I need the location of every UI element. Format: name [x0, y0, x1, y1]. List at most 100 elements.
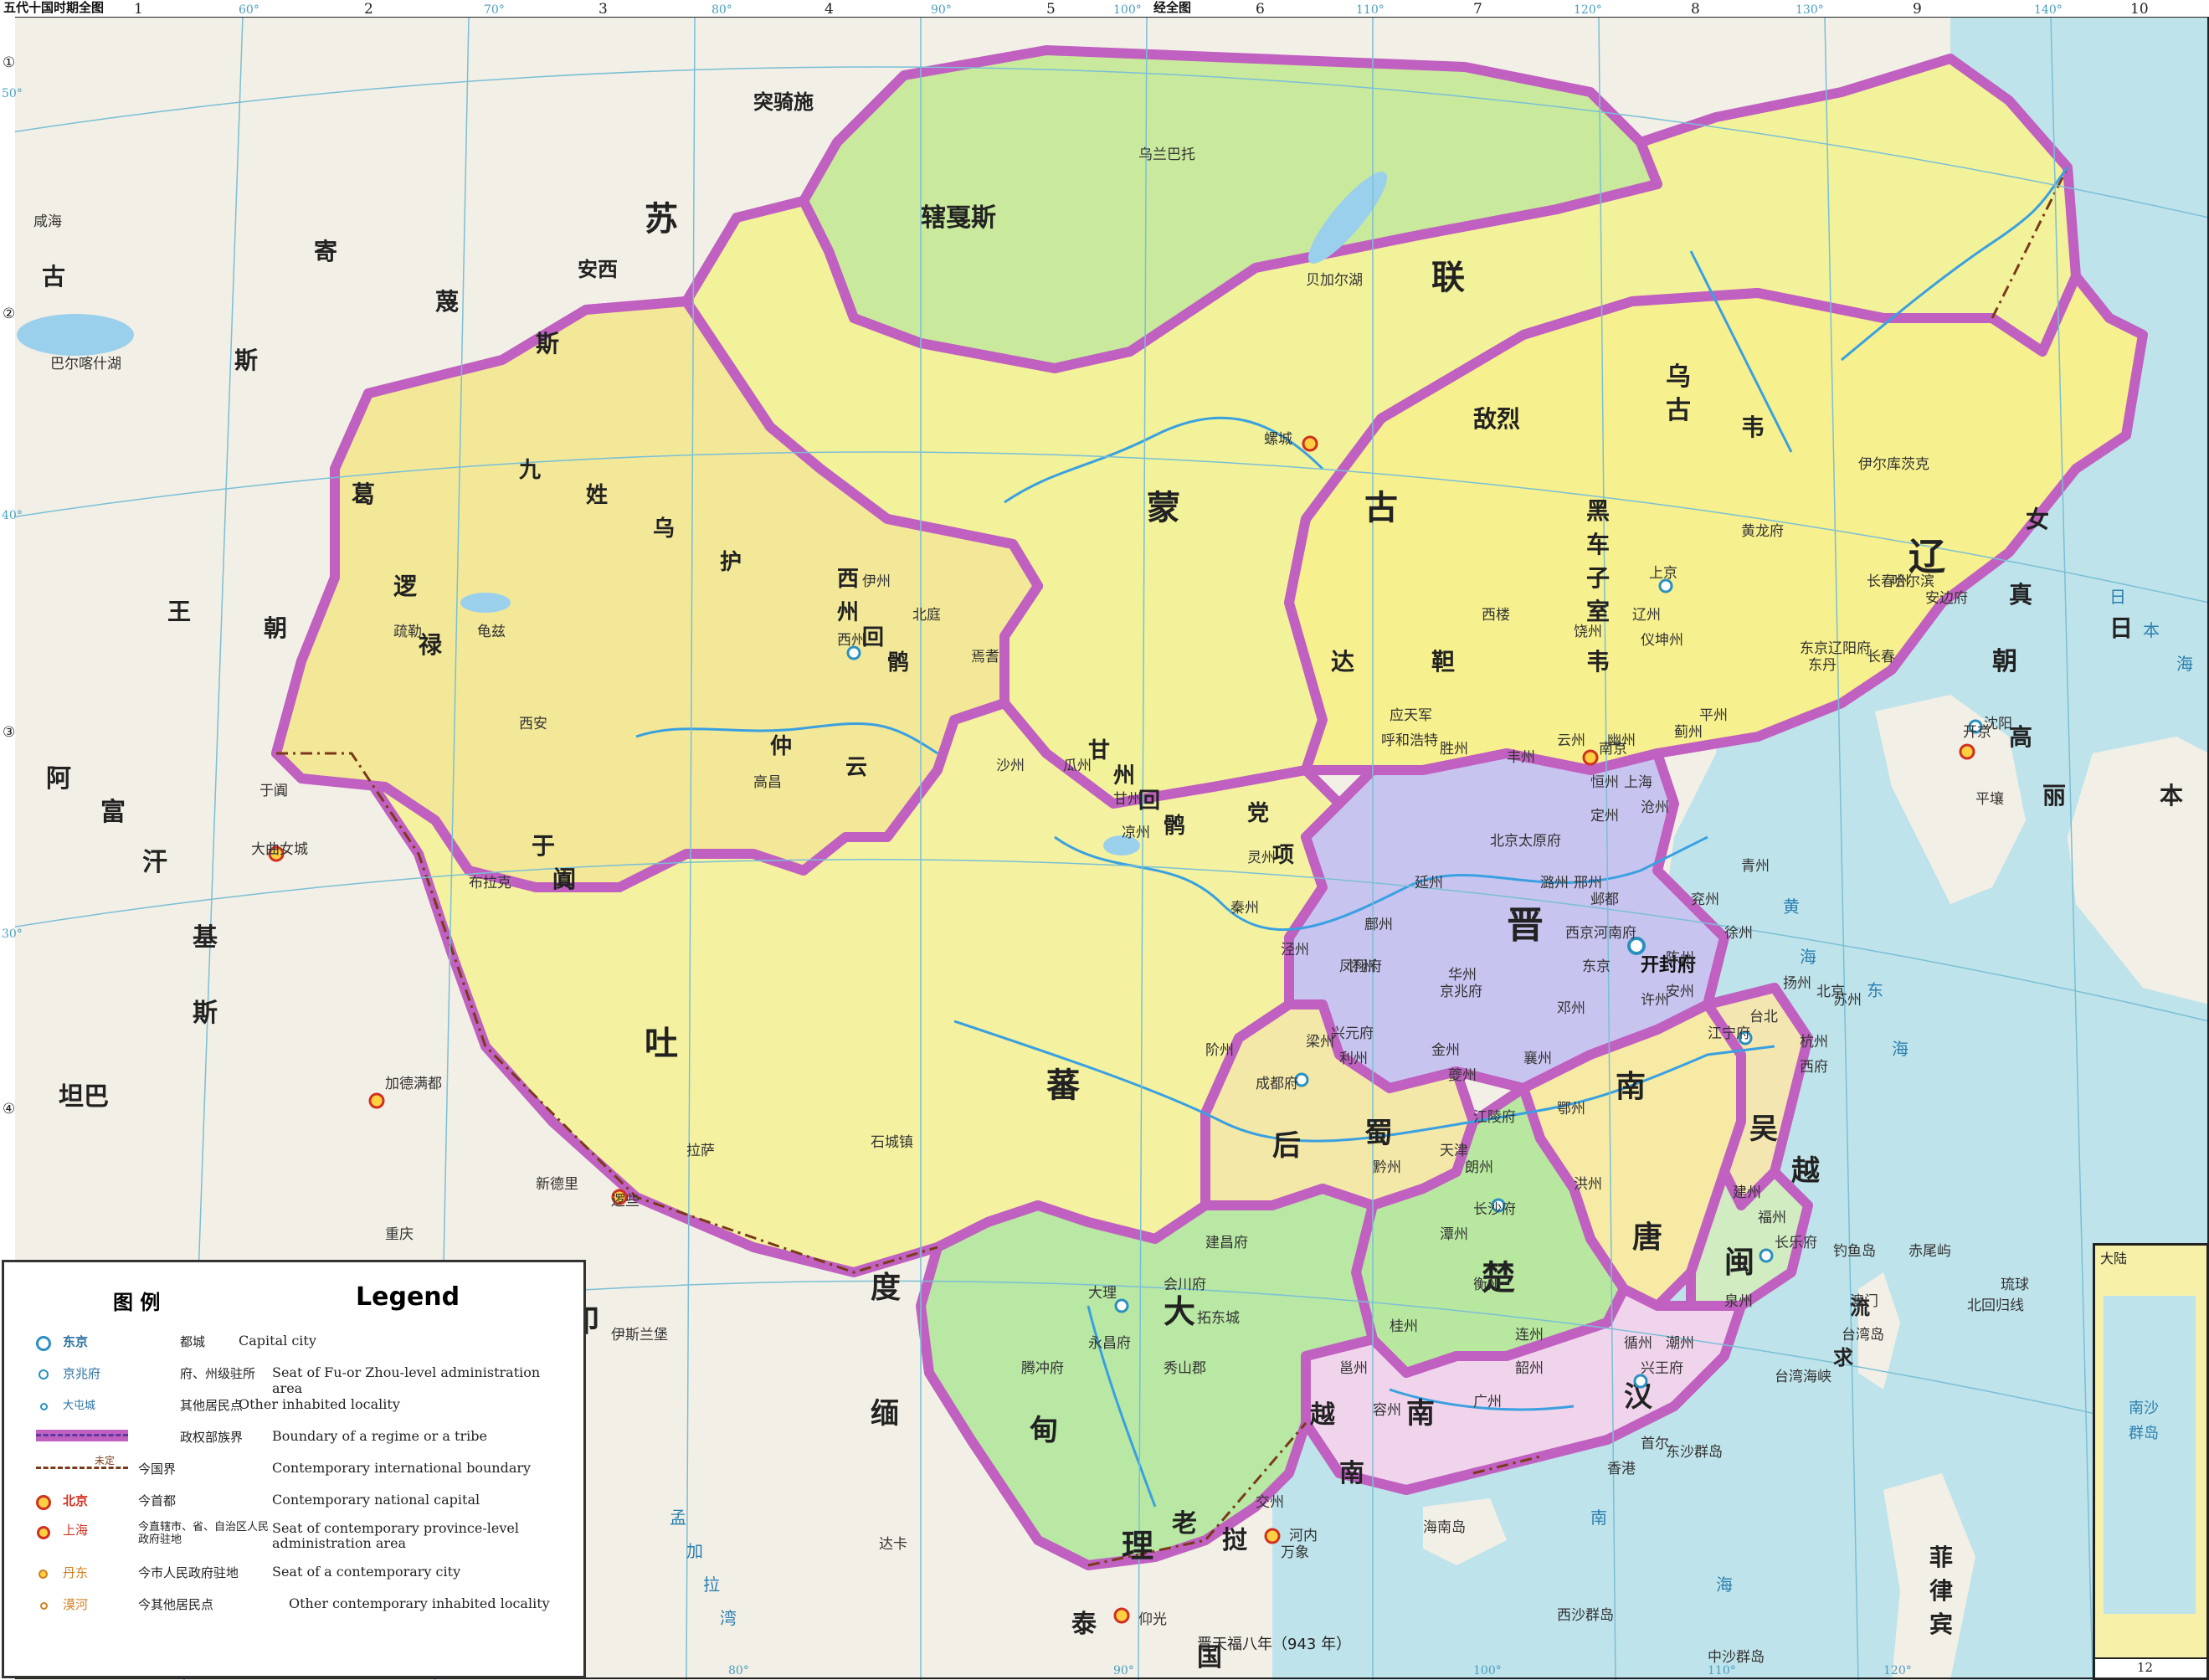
label-bengal-4: 湾 [720, 1608, 737, 1628]
label-dada-2: 靼 [1431, 648, 1455, 676]
city-label: 桂州 [1390, 1318, 1418, 1335]
label-gushi-2: 斯 [234, 347, 258, 374]
city-label: 长春州 [1867, 573, 1909, 590]
capital-dot-changsha [1491, 1198, 1506, 1213]
label-wuyue-1: 吴 [1749, 1112, 1778, 1146]
capital-dot-jiangning [1738, 1030, 1753, 1046]
label-bengal-1: 孟 [670, 1508, 686, 1528]
city-label: 秀山郡 [1164, 1360, 1206, 1377]
city-label: 邢州 [1574, 875, 1602, 891]
city-label: 香港 [1607, 1461, 1636, 1477]
city-label: 杭州 [1800, 1034, 1828, 1051]
label-laos-2: 挝 [1222, 1526, 1248, 1555]
city-label: 怀州 [1348, 958, 1376, 975]
legend-zh2-capital: 都城 [180, 1334, 206, 1349]
lon-60: 60° [239, 3, 259, 17]
legend-en-intl: Contemporary international boundary [272, 1460, 532, 1476]
city-label: 西楼 [1482, 607, 1510, 624]
label-gushi-4: 朝 [264, 614, 287, 642]
city-label: 上京 [1649, 565, 1677, 582]
lon-70: 70° [484, 3, 505, 17]
lat-40: 40° [2, 509, 23, 522]
city-label: 万象 [1281, 1544, 1309, 1561]
lat-30: 30° [2, 927, 23, 941]
city-label: 鄂州 [1557, 1101, 1585, 1117]
label-duolu: 突骑施 [753, 90, 814, 114]
city-label: 福州 [1758, 1210, 1786, 1226]
city-label: 会川府 [1164, 1277, 1206, 1293]
rivers [635, 167, 2069, 1508]
legend-row-city: 丹东 今市人民政府驻地 Seat of a contemporary city [29, 1560, 573, 1585]
city-label: 灵州 [1247, 850, 1276, 866]
city-label: 凤翔府 [1339, 958, 1382, 975]
city-label: 兴元府 [1331, 1025, 1374, 1042]
label-pak-3: 斯 [193, 999, 218, 1028]
city-label: 疏勒 [393, 624, 422, 640]
city-label: 西府 [1800, 1059, 1828, 1076]
city-label: 连州 [1515, 1327, 1544, 1343]
legend-zh1-locality: 大屯城 [63, 1400, 96, 1412]
city-label: 北京 [1816, 984, 1845, 1000]
label-south-sea-2: 海 [1716, 1575, 1733, 1595]
city-label: 石城镇 [871, 1134, 913, 1151]
capital-symbol-icon [29, 1334, 63, 1351]
modern-dot-islamabad [268, 845, 285, 862]
city-label: 仪坤州 [1641, 632, 1683, 649]
city-label: 循州 [1624, 1335, 1652, 1352]
legend-en-prov: Seat of contemporary province-level admi… [272, 1520, 519, 1551]
label-gushi-1: 古 [42, 263, 65, 290]
legend-zh2-intl: 今国界 [138, 1462, 177, 1477]
contemporary-boundary [276, 167, 2069, 1567]
col-4: 4 [825, 1, 834, 18]
label-sulian-2: 联 [1431, 259, 1465, 297]
legend-zh2-other: 今其他居民点 [138, 1597, 214, 1612]
city-label: 洪州 [1574, 1176, 1602, 1193]
city-label: 呼和浩特 [1381, 732, 1438, 749]
lon-bottom-110: 110° [1708, 1664, 1736, 1677]
capital-dot-kaijing [1968, 719, 1983, 734]
city-label: 台北 [1749, 1009, 1778, 1025]
city-label: 兖州 [1691, 891, 1719, 908]
label-heichezi-4: 室 [1586, 598, 1610, 625]
label-gaoli-2: 丽 [2042, 782, 2066, 809]
city-label: 凉州 [1122, 825, 1150, 841]
label-diaoyu: 钓鱼岛 [1833, 1243, 1876, 1260]
city-label: 丰州 [1507, 749, 1535, 766]
label-dangxiang-1: 党 [1247, 801, 1269, 826]
col-3: 3 [598, 1, 608, 18]
label-balkhash: 巴尔喀什湖 [50, 356, 121, 372]
city-label: 夔州 [1448, 1067, 1477, 1084]
label-taiwan: 台湾岛 [1842, 1327, 1884, 1343]
modern-dot-kathmandu [611, 1189, 628, 1205]
city-label: 蓟州 [1674, 724, 1703, 741]
label-huihu-xi-4: 鹘 [887, 650, 909, 676]
label-jiuxing-2: 姓 [586, 483, 608, 508]
legend-zh1-capital: 东京 [63, 1334, 89, 1349]
label-taiwan-strait: 台湾海峡 [1775, 1369, 1831, 1385]
grid-lines [0, 16, 2209, 1680]
row-3: ③ [3, 724, 15, 741]
label-dada-1: 达 [1331, 648, 1354, 676]
col-2: 2 [364, 1, 373, 18]
city-label: 伊斯兰堡 [611, 1327, 668, 1343]
legend-title-zh: 图 例 [113, 1291, 161, 1314]
intl-boundary-symbol-icon: 未定 [36, 1455, 128, 1475]
city-label: 泉州 [1724, 1293, 1753, 1310]
taiwan-land [1858, 1272, 1900, 1390]
legend-en-other: Other contemporary inhabited locality [289, 1595, 550, 1611]
label-xisha: 西沙群岛 [1557, 1607, 1614, 1624]
city-label: 逻些 [611, 1193, 640, 1210]
city-label: 北京太原府 [1490, 833, 1561, 850]
capital-dot-changle [1759, 1248, 1774, 1263]
label-gushi-3: 王 [167, 598, 191, 625]
city-label: 潮州 [1666, 1335, 1694, 1352]
label-riben-1: 日 [2109, 614, 2133, 642]
label-dangxiang-2: 项 [1272, 843, 1294, 868]
label-myanmar-1: 缅 [871, 1397, 899, 1431]
legend-en-capital: Capital city [239, 1333, 316, 1349]
city-label: 高昌 [753, 774, 782, 791]
label-heichezi-2: 车 [1586, 531, 1610, 558]
hainan-land [1423, 1498, 1507, 1565]
label-dali-2: 理 [1122, 1528, 1153, 1564]
sheet-label: 经全图 [1153, 0, 1191, 15]
